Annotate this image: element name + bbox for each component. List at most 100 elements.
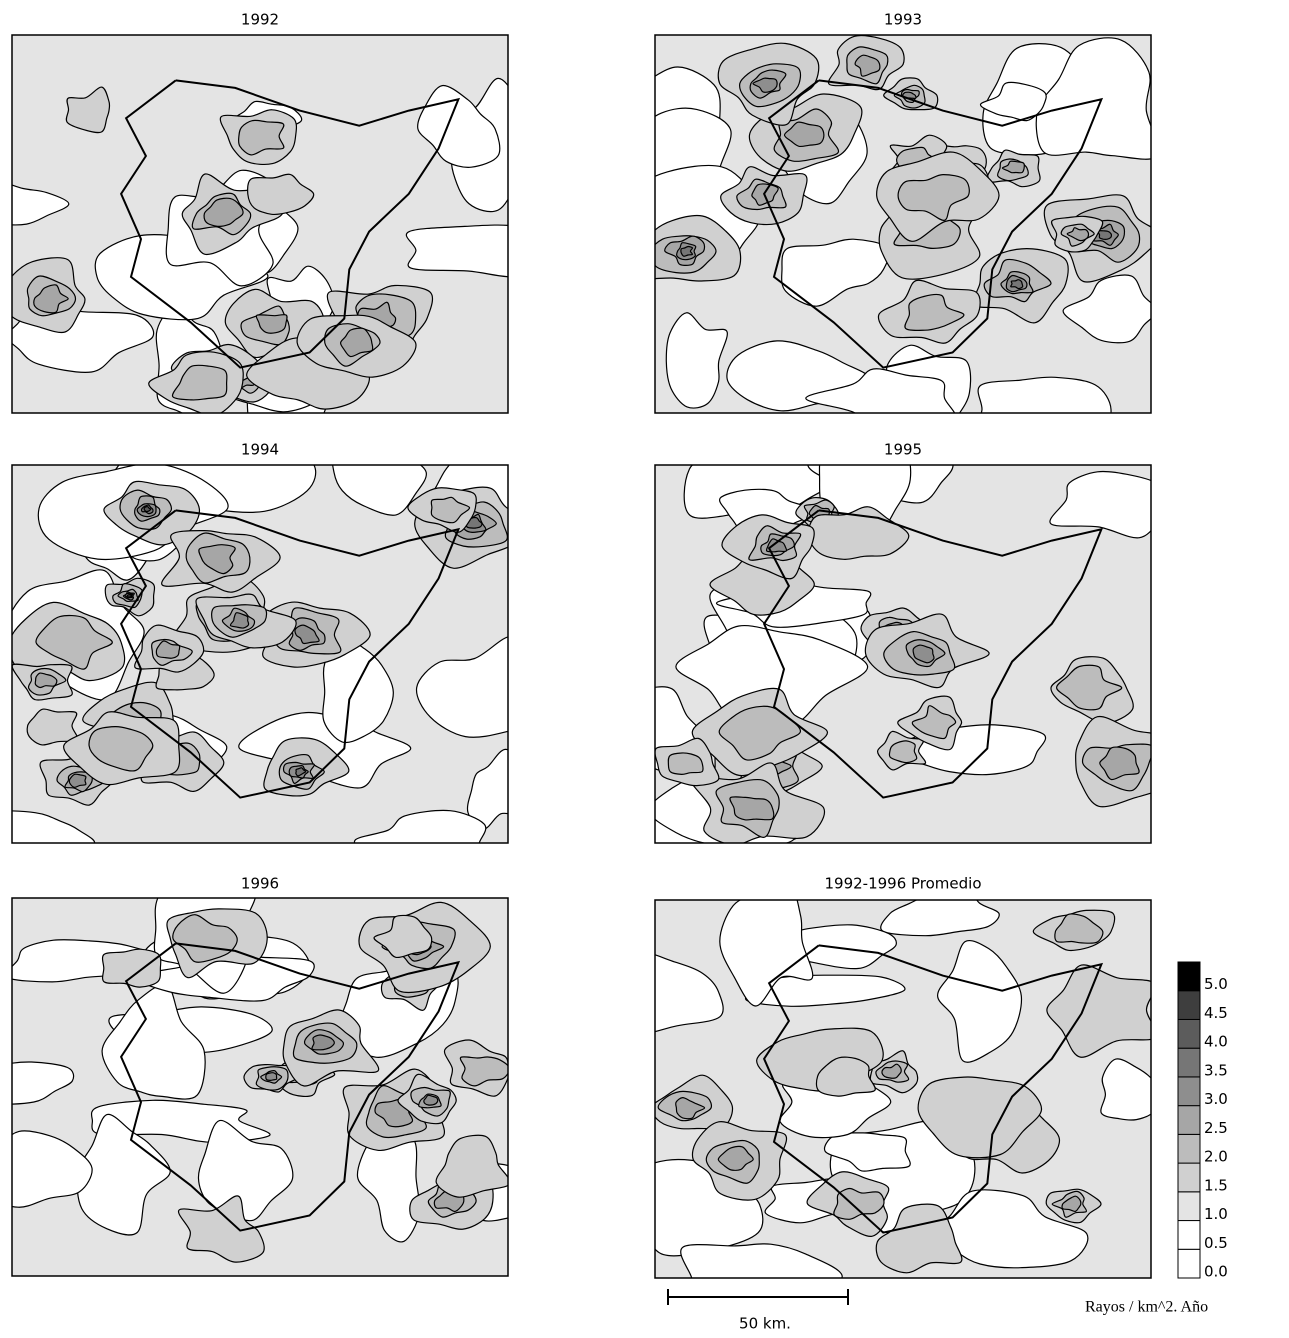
contour-low [977,376,1112,413]
contour-high [680,245,694,257]
contour-high [68,773,87,788]
contour-field [655,465,1151,843]
legend: 0.0 0.5 1.0 1.5 2.0 2.5 3.0 3.5 4.0 4.5 5.0 Rayos /… [1085,961,1228,1316]
legend-swatch [1177,1076,1201,1107]
contour-high [1010,279,1024,290]
contour-high [229,612,250,629]
contour-high [88,725,154,772]
legend-label: 5.0 [1204,975,1228,993]
map-frame [654,899,1152,1279]
legend-swatch [1177,1133,1201,1164]
contour-high [917,1076,1043,1159]
contour-high [854,54,881,77]
contour-high [1046,964,1151,1058]
contour-low [1049,470,1151,539]
contour-low [719,900,814,1007]
scale-bar: 50 km. [667,1289,849,1333]
contour-high [1001,160,1025,174]
contour-high [172,914,238,963]
region-border [762,509,1104,799]
legend-swatch [1177,1220,1201,1250]
legend-swatch [1177,1047,1201,1078]
contour-low [12,810,96,843]
contour-high [888,740,918,764]
contour-field [655,35,1151,413]
legend-swatch [1177,1248,1201,1279]
contour-low [805,368,956,413]
legend-swatch [1177,1105,1201,1135]
contour-high [459,1056,508,1087]
map-title: 1994 [241,441,279,459]
legend-swatch [1177,990,1201,1020]
scale-label: 50 km. [739,1315,791,1333]
contour-high [1066,227,1090,242]
contour-field [12,35,508,413]
contour-low [405,224,508,278]
contour-high [65,86,111,134]
contour-high [435,1134,508,1198]
contour-high [339,327,374,358]
contour-high [295,767,307,777]
contour-high [783,121,825,148]
contour-high [729,796,775,821]
legend-label: 1.5 [1204,1176,1228,1194]
contour-high [717,1145,754,1171]
contour-low [1062,274,1151,344]
contour-low [680,1243,843,1278]
contour-high [373,914,433,959]
contour-high [833,1187,885,1220]
contour-high [237,119,285,156]
contour-high [897,173,970,221]
region-border [762,944,1104,1234]
map-panel: 1992 [11,11,509,414]
legend-label: 2.0 [1204,1148,1228,1166]
contour-high [155,640,181,659]
contour-low [332,465,427,516]
legend-title: Rayos / km^2. Año [1085,1299,1208,1316]
contour-high [912,644,935,664]
contour-high [875,1203,963,1274]
contour-low [979,81,1047,122]
contour-low [197,1119,294,1222]
legend-swatch [1177,1191,1201,1222]
map-frame [654,34,1152,414]
contour-field [12,898,508,1276]
contour-high [765,538,788,553]
contour-high [311,1034,335,1051]
contour-high [34,672,58,689]
contour-high [430,496,471,524]
map-title: 1992 [241,11,279,29]
contour-low [12,1061,75,1105]
legend-label: 2.5 [1204,1119,1228,1137]
contour-high [423,1094,439,1106]
contour-low [655,954,724,1033]
contour-high [667,752,704,776]
contour-high [246,173,315,216]
legend-label: 1.0 [1204,1205,1228,1223]
contour-high [265,1072,278,1082]
region-border [119,509,461,799]
contour-field [12,465,508,843]
contour-high [33,284,69,314]
contour-high [126,594,132,598]
map-frame [654,464,1152,844]
map-panel: 1995 [654,441,1152,844]
contour-high [171,364,228,401]
contour-high [1099,746,1140,781]
map-title: 1996 [241,875,279,893]
legend-label: 3.0 [1204,1090,1228,1108]
region-border [762,79,1104,369]
contour-low [665,312,728,409]
legend-label: 4.5 [1204,1004,1228,1022]
legend-label: 0.0 [1204,1263,1228,1281]
legend-swatch [1177,961,1201,992]
contour-high [177,1195,265,1263]
contour-high [675,1097,706,1120]
map-frame [11,464,509,844]
contour-high [101,948,162,988]
contour-low [322,636,394,744]
contour-low [936,939,1023,1063]
map-title: 1993 [884,11,922,29]
contour-high [35,614,113,670]
map-panel: 1992-1996 Promedio [654,875,1152,1279]
